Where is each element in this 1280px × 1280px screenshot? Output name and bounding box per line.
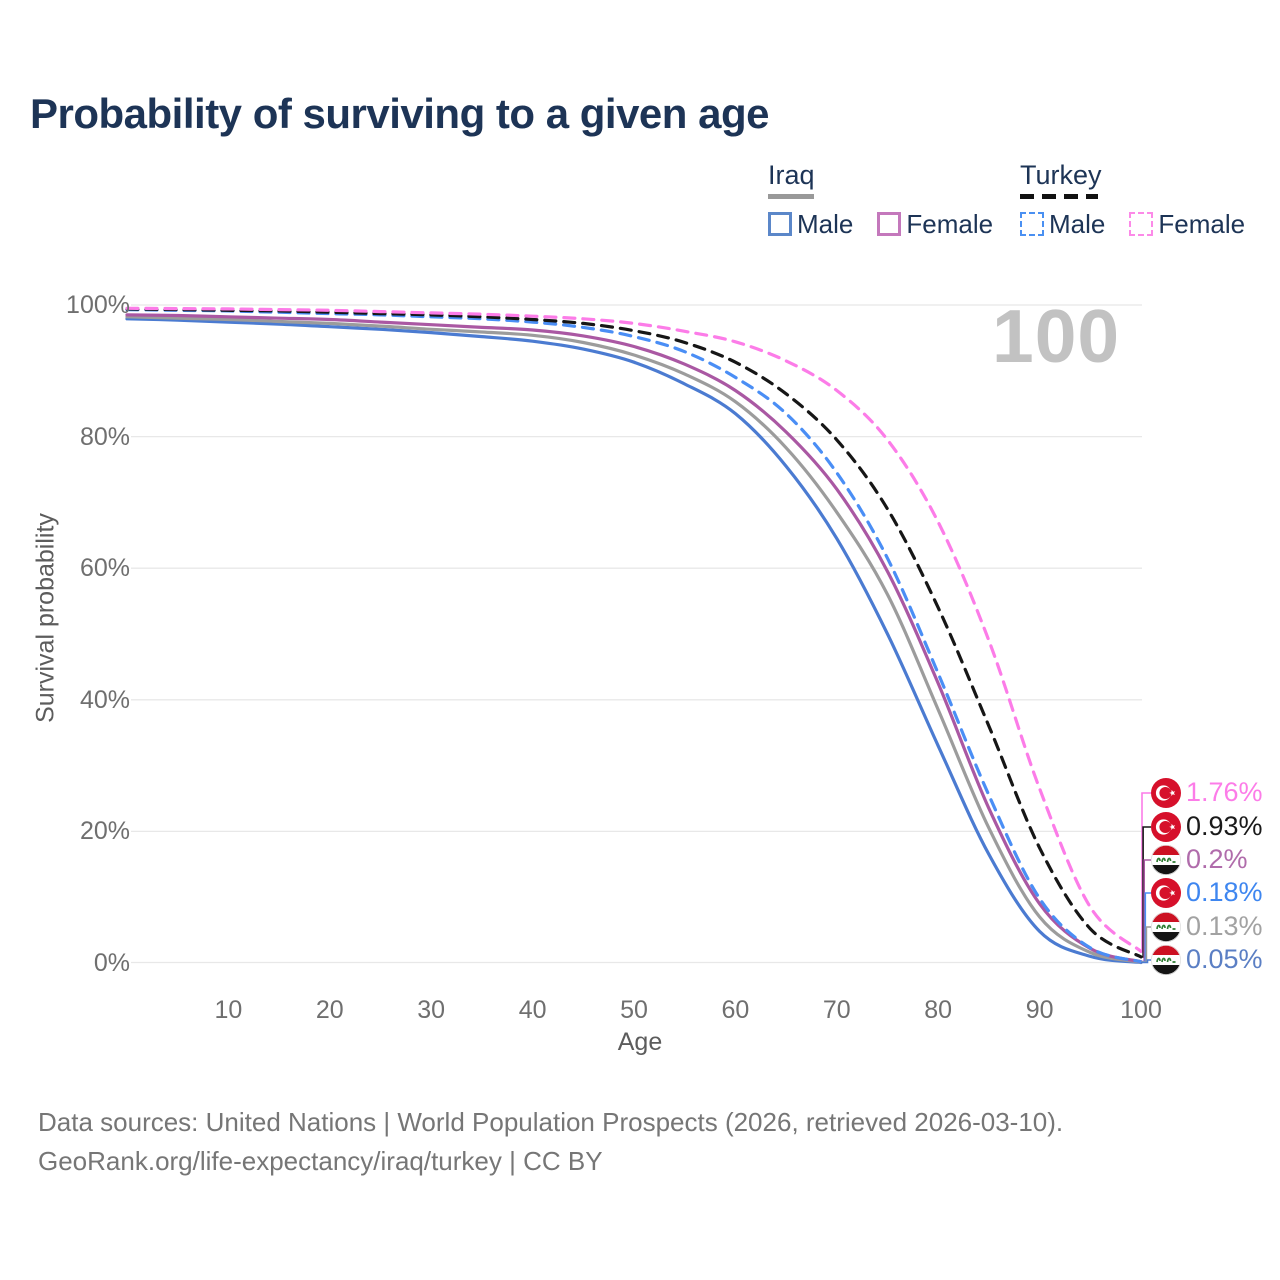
page-title: Probability of surviving to a given age bbox=[30, 90, 769, 137]
iraq-line-style-swatch bbox=[768, 194, 814, 199]
footer-attribution: GeoRank.org/life-expectancy/iraq/turkey … bbox=[38, 1146, 603, 1176]
series-line-iraq-both-sexes- bbox=[125, 315, 1143, 964]
legend-item-turkey-female[interactable]: Female bbox=[1129, 209, 1245, 240]
end-value-label-turkey-both-sexes-: 0.93% bbox=[1186, 811, 1263, 841]
end-value-label-iraq-male: 0.05% bbox=[1186, 944, 1263, 974]
checkbox-icon-turkey-female[interactable] bbox=[1129, 212, 1154, 236]
x-tick-label: 100 bbox=[1120, 996, 1162, 1024]
x-tick-label: 10 bbox=[214, 996, 243, 1024]
end-value-label-turkey-female: 1.76% bbox=[1186, 777, 1263, 807]
end-value-label-turkey-male: 0.18% bbox=[1186, 877, 1263, 907]
turkey-line-style-swatch bbox=[1020, 194, 1098, 199]
series-line-turkey-male bbox=[125, 308, 1143, 964]
legend-item-iraq-female[interactable]: Female bbox=[877, 209, 993, 240]
x-tick-label: 70 bbox=[822, 996, 851, 1024]
series-line-iraq-female bbox=[125, 313, 1143, 964]
x-tick-label: 50 bbox=[620, 996, 648, 1024]
iraq-flag-icon bbox=[1150, 944, 1182, 976]
x-tick-label: 90 bbox=[1025, 996, 1054, 1024]
x-tick-label: 60 bbox=[721, 996, 750, 1024]
end-label-leader-line bbox=[1141, 959, 1151, 964]
legend-item-turkey-male[interactable]: Male bbox=[1020, 209, 1105, 240]
legend-group-turkey: Turkey Male Female bbox=[1020, 160, 1245, 240]
legend-item-iraq-male[interactable]: Male bbox=[768, 209, 853, 240]
checkbox-icon-turkey-male[interactable] bbox=[1020, 212, 1044, 236]
x-tick-label: 80 bbox=[924, 996, 953, 1024]
legend-item-label: Female bbox=[906, 208, 994, 239]
series-line-turkey-female bbox=[125, 306, 1143, 953]
turkey-flag-icon bbox=[1151, 878, 1181, 908]
y-tick-label: 100% bbox=[66, 291, 130, 319]
x-axis-title: Age bbox=[617, 1028, 663, 1056]
checkbox-icon-iraq-male[interactable] bbox=[768, 212, 792, 236]
footer-data-sources: Data sources: United Nations | World Pop… bbox=[38, 1107, 1064, 1137]
x-tick-label: 20 bbox=[315, 996, 344, 1024]
y-tick-label: 40% bbox=[79, 685, 130, 714]
y-tick-label: 80% bbox=[79, 422, 130, 451]
legend-item-label: Female bbox=[1158, 208, 1246, 239]
series-line-turkey-both-sexes- bbox=[125, 307, 1143, 959]
iraq-flag-icon bbox=[1150, 844, 1182, 876]
x-tick-label: 30 bbox=[417, 996, 446, 1024]
legend-item-label: Male bbox=[797, 208, 854, 239]
legend-item-label: Male bbox=[1049, 208, 1106, 239]
y-tick-label: 20% bbox=[79, 817, 130, 846]
legend-country-label-iraq: Iraq bbox=[768, 160, 815, 190]
end-value-label-iraq-both-sexes-: 0.13% bbox=[1186, 911, 1263, 941]
end-label-leader-line bbox=[1141, 792, 1151, 953]
age-indicator-watermark: 100 bbox=[992, 294, 1121, 378]
end-value-label-iraq-female: 0.2% bbox=[1186, 844, 1248, 874]
legend-country-label-turkey: Turkey bbox=[1020, 160, 1102, 190]
series-line-iraq-male bbox=[125, 317, 1143, 965]
turkey-flag-icon bbox=[1151, 778, 1181, 808]
checkbox-icon-iraq-female[interactable] bbox=[877, 212, 902, 236]
y-tick-label: 0% bbox=[93, 948, 130, 977]
legend-group-iraq: Iraq Male Female bbox=[768, 160, 993, 240]
y-tick-label: 60% bbox=[79, 554, 130, 583]
iraq-flag-icon bbox=[1150, 911, 1182, 943]
turkey-flag-icon bbox=[1151, 812, 1181, 842]
x-tick-label: 40 bbox=[518, 996, 547, 1024]
end-label-leader-line bbox=[1141, 826, 1151, 958]
